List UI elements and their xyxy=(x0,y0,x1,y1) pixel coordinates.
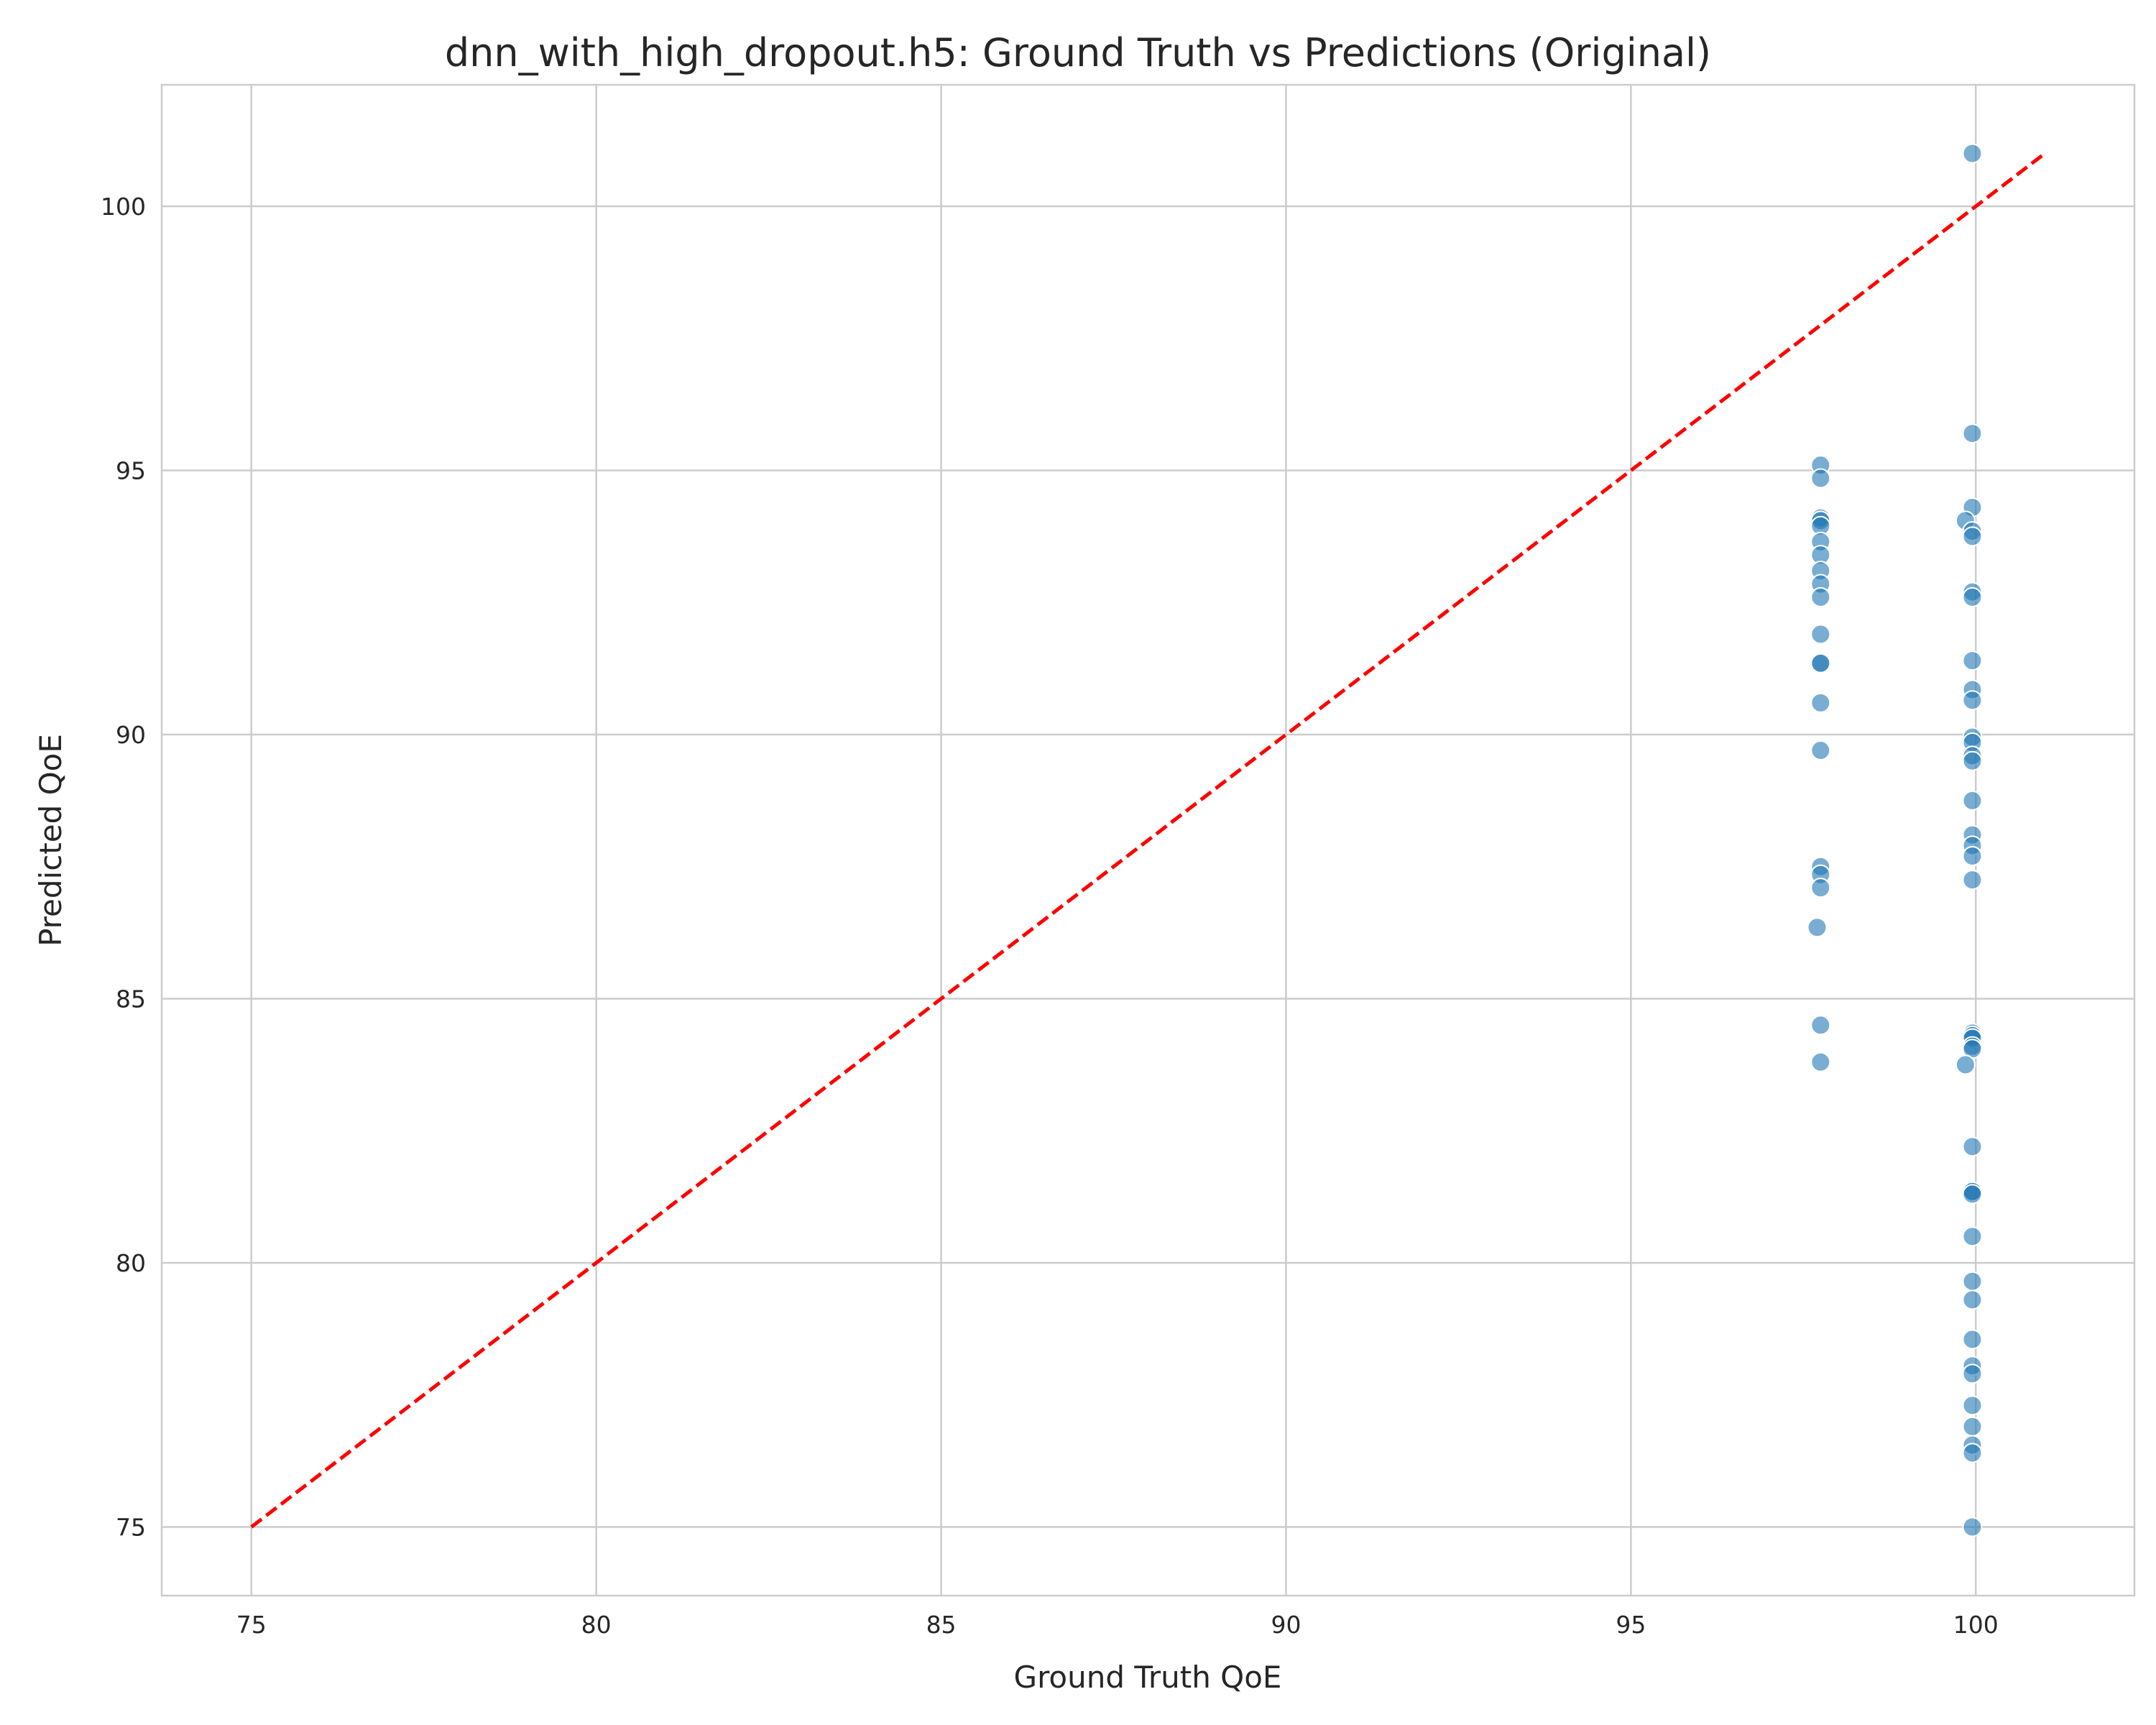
data-point xyxy=(1962,526,1983,547)
y-tick-label: 80 xyxy=(116,1249,146,1277)
y-tick-label: 75 xyxy=(116,1513,146,1541)
chart-title: dnn_with_high_dropout.h5: Ground Truth v… xyxy=(445,30,1711,75)
data-point xyxy=(1962,790,1983,811)
data-point xyxy=(1810,586,1831,607)
data-point xyxy=(1962,1363,1983,1384)
data-points xyxy=(1807,143,1983,1537)
data-point xyxy=(1810,740,1831,761)
y-tick-label: 100 xyxy=(101,193,146,221)
data-point xyxy=(1962,1226,1983,1247)
data-point xyxy=(1962,143,1983,164)
y-tick-label: 85 xyxy=(116,985,146,1013)
data-point xyxy=(1962,750,1983,771)
data-point xyxy=(1810,624,1831,645)
data-point xyxy=(1962,650,1983,671)
data-point xyxy=(1962,1184,1983,1205)
data-point xyxy=(1962,1289,1983,1310)
data-point xyxy=(1962,1416,1983,1437)
data-point xyxy=(1962,1136,1983,1157)
data-point xyxy=(1962,690,1983,711)
x-tick-label: 100 xyxy=(1953,1611,1999,1639)
data-point xyxy=(1810,1052,1831,1072)
data-point xyxy=(1962,1329,1983,1350)
data-point xyxy=(1810,878,1831,898)
x-tick-label: 85 xyxy=(926,1611,957,1639)
y-tick-label: 95 xyxy=(116,457,146,485)
x-axis-label: Ground Truth QoE xyxy=(1014,1660,1282,1695)
data-point xyxy=(1810,1015,1831,1036)
data-point xyxy=(1807,917,1828,938)
data-point xyxy=(1962,586,1983,607)
data-point xyxy=(1810,653,1831,673)
y-axis-label: Predicted QoE xyxy=(33,734,68,947)
x-tick-label: 95 xyxy=(1616,1611,1646,1639)
x-tick-labels: 75 80 85 90 95 100 xyxy=(236,1611,1999,1639)
x-tick-label: 90 xyxy=(1271,1611,1301,1639)
x-tick-label: 80 xyxy=(581,1611,612,1639)
data-point xyxy=(1962,1443,1983,1463)
data-point xyxy=(1962,1395,1983,1416)
y-tick-label: 90 xyxy=(116,721,146,749)
plot-frame xyxy=(160,83,2136,1597)
data-point xyxy=(1962,1271,1983,1292)
y-tick-labels: 75 80 85 90 95 100 xyxy=(101,193,146,1541)
data-point xyxy=(1955,1054,1976,1075)
data-point xyxy=(1962,423,1983,444)
reference-line xyxy=(250,152,2046,1529)
x-tick-label: 75 xyxy=(236,1611,267,1639)
data-point xyxy=(1810,692,1831,713)
data-point xyxy=(1810,468,1831,489)
data-point xyxy=(1962,1517,1983,1537)
data-point xyxy=(1962,870,1983,891)
reference-line-group xyxy=(250,152,2046,1529)
data-point xyxy=(1962,846,1983,867)
